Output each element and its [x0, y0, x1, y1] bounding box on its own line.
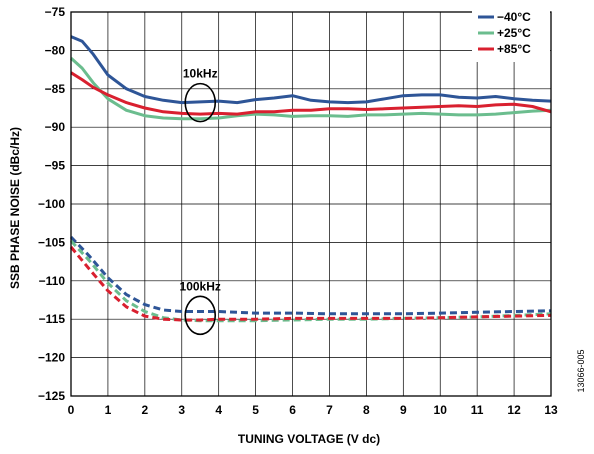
- annotation-ellipse: [184, 82, 217, 123]
- annotation-ellipse: [184, 295, 217, 336]
- x-tick-label: 13: [544, 403, 558, 417]
- y-tick-label: −125: [38, 389, 65, 403]
- legend-label: +25°C: [497, 26, 531, 40]
- series-line-10khz-2: [70, 71, 552, 116]
- y-tick-label: −95: [45, 159, 66, 173]
- x-tick-label: 6: [289, 403, 296, 417]
- x-tick-label: 4: [215, 403, 222, 417]
- x-tick-label: 2: [142, 403, 149, 417]
- figure-id: 13066-005: [576, 349, 586, 392]
- x-tick-label: 12: [507, 403, 521, 417]
- plot-frame: [70, 11, 552, 397]
- series-line-10khz-1: [69, 56, 552, 121]
- x-tick-labels: 0 1 2 3 4 5 6 7 8 9 10 11 12 13: [68, 403, 558, 417]
- series-line-100khz-5: [69, 246, 552, 322]
- legend: −40°C +25°C +85°C: [472, 10, 550, 62]
- legend-background: [472, 10, 550, 62]
- legend-label: −40°C: [497, 10, 531, 24]
- plot-border: [70, 11, 552, 397]
- y-tick-label: −115: [39, 312, 66, 326]
- y-tick-label: −75: [45, 5, 66, 19]
- x-tick-label: 5: [252, 403, 259, 417]
- annotation-label: 100kHz: [180, 279, 221, 293]
- annotation-label: 10kHz: [183, 67, 218, 81]
- series-line-100khz-4: [69, 239, 552, 323]
- x-tick-label: 0: [68, 403, 75, 417]
- x-tick-label: 9: [400, 403, 407, 417]
- y-tick-label: −90: [45, 120, 66, 134]
- y-tick-label: −85: [45, 82, 66, 96]
- x-tick-label: 10: [434, 403, 448, 417]
- grid: [71, 12, 551, 396]
- legend-label: +85°C: [497, 42, 531, 56]
- y-tick-label: −105: [38, 235, 65, 249]
- x-tick-label: 1: [105, 403, 112, 417]
- x-tick-label: 7: [326, 403, 333, 417]
- x-tick-label: 3: [178, 403, 185, 417]
- y-tick-label: −80: [45, 43, 66, 57]
- y-tick-label: −100: [38, 197, 65, 211]
- y-tick-label: −110: [39, 274, 66, 288]
- y-tick-labels: −75 −80 −85 −90 −95 −100 −105 −110 −115 −120 −125: [38, 5, 65, 403]
- y-axis-title: SSB PHASE NOISE (dBc/Hz): [8, 127, 22, 289]
- x-tick-label: 8: [363, 403, 370, 417]
- x-axis-title: TUNING VOLTAGE (V dc): [238, 432, 380, 446]
- series-layer: [69, 35, 552, 323]
- y-tick-label: −120: [38, 351, 65, 365]
- series-line-10khz-0: [70, 35, 552, 105]
- annotations: 10kHz 100kHz: [180, 67, 221, 336]
- x-tick-label: 11: [471, 403, 484, 417]
